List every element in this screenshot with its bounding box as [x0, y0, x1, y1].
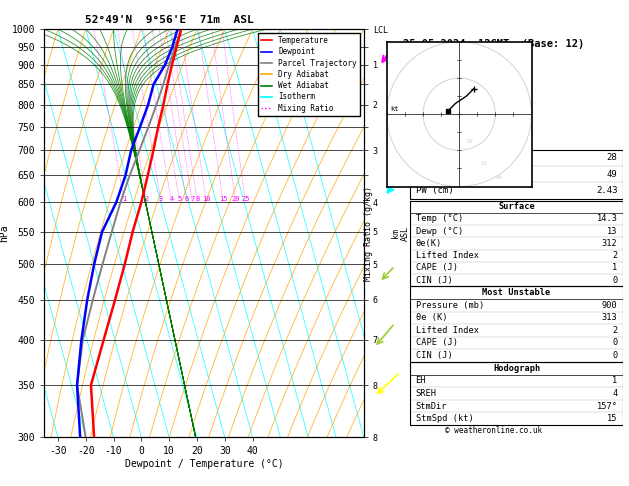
Text: Hodograph: Hodograph — [493, 364, 540, 373]
Text: 2.43: 2.43 — [596, 186, 618, 195]
Text: 0: 0 — [612, 338, 618, 347]
Text: 0: 0 — [612, 351, 618, 360]
Text: 20: 20 — [231, 196, 240, 202]
Text: CIN (J): CIN (J) — [416, 276, 452, 285]
Text: 312: 312 — [602, 239, 618, 248]
Legend: Temperature, Dewpoint, Parcel Trajectory, Dry Adiabat, Wet Adiabat, Isotherm, Mi: Temperature, Dewpoint, Parcel Trajectory… — [258, 33, 360, 116]
Text: 2: 2 — [612, 326, 618, 335]
Text: 25.05.2024  12GMT  (Base: 12): 25.05.2024 12GMT (Base: 12) — [403, 39, 584, 50]
Text: 157°: 157° — [596, 401, 618, 411]
Text: CIN (J): CIN (J) — [416, 351, 452, 360]
Text: StmSpd (kt): StmSpd (kt) — [416, 415, 474, 423]
Text: Dewp (°C): Dewp (°C) — [416, 227, 463, 236]
Text: θe(K): θe(K) — [416, 239, 442, 248]
Text: SREH: SREH — [416, 389, 437, 398]
Text: 1: 1 — [612, 263, 618, 273]
Text: © weatheronline.co.uk: © weatheronline.co.uk — [445, 426, 542, 435]
Text: ≢≢≢: ≢≢≢ — [384, 105, 404, 125]
Text: CAPE (J): CAPE (J) — [416, 263, 458, 273]
Text: k3: k3 — [481, 161, 487, 166]
Text: kt: kt — [391, 105, 399, 112]
Text: 4: 4 — [612, 389, 618, 398]
Text: K: K — [416, 153, 421, 162]
Text: Pressure (mb): Pressure (mb) — [416, 301, 484, 310]
Text: Most Unstable: Most Unstable — [482, 288, 551, 297]
Y-axis label: km
ASL: km ASL — [391, 226, 410, 241]
Text: k2: k2 — [466, 139, 473, 144]
Bar — [411, 201, 623, 286]
Text: 0: 0 — [612, 276, 618, 285]
Text: Mixing Ratio (g/kg): Mixing Ratio (g/kg) — [364, 186, 373, 281]
X-axis label: Dewpoint / Temperature (°C): Dewpoint / Temperature (°C) — [125, 459, 283, 469]
Bar — [411, 362, 623, 425]
Text: 313: 313 — [602, 313, 618, 322]
Text: 49: 49 — [607, 170, 618, 178]
Text: 2: 2 — [612, 251, 618, 260]
Text: 28: 28 — [607, 153, 618, 162]
Text: 2: 2 — [145, 196, 149, 202]
Text: 900: 900 — [602, 301, 618, 310]
Text: 14.3: 14.3 — [596, 214, 618, 224]
Text: 52°49'N  9°56'E  71m  ASL: 52°49'N 9°56'E 71m ASL — [86, 15, 254, 25]
Text: Totals Totals: Totals Totals — [416, 170, 486, 178]
Text: CAPE (J): CAPE (J) — [416, 338, 458, 347]
Text: PW (cm): PW (cm) — [416, 186, 454, 195]
Text: 6: 6 — [184, 196, 189, 202]
Text: StmDir: StmDir — [416, 401, 447, 411]
Text: Lifted Index: Lifted Index — [416, 326, 479, 335]
Text: Lifted Index: Lifted Index — [416, 251, 479, 260]
Text: Surface: Surface — [498, 202, 535, 211]
Text: 25: 25 — [242, 196, 250, 202]
Text: 7: 7 — [190, 196, 194, 202]
Bar — [411, 150, 623, 199]
Text: 5: 5 — [177, 196, 182, 202]
Text: 15: 15 — [219, 196, 228, 202]
Text: EH: EH — [416, 376, 426, 385]
Text: 10: 10 — [203, 196, 211, 202]
Bar — [411, 286, 623, 362]
Text: 13: 13 — [607, 227, 618, 236]
Text: 1: 1 — [612, 376, 618, 385]
Text: 3: 3 — [159, 196, 163, 202]
Text: 8: 8 — [196, 196, 200, 202]
Text: 1: 1 — [123, 196, 126, 202]
Text: θe (K): θe (K) — [416, 313, 447, 322]
Text: 4: 4 — [169, 196, 174, 202]
Text: 15: 15 — [607, 415, 618, 423]
Text: Temp (°C): Temp (°C) — [416, 214, 463, 224]
Y-axis label: hPa: hPa — [0, 225, 9, 242]
Text: k4: k4 — [496, 175, 502, 180]
